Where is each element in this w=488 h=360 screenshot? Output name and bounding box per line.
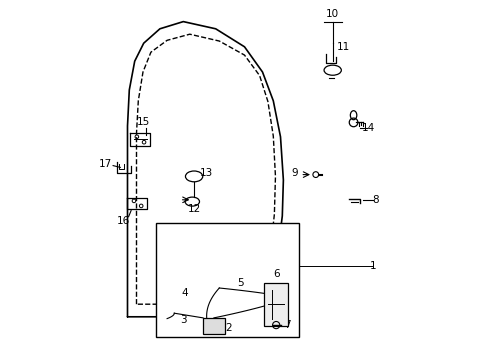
Text: 17: 17 <box>99 159 112 169</box>
Text: 15: 15 <box>137 117 150 127</box>
Text: 12: 12 <box>187 204 200 214</box>
Text: 14: 14 <box>361 123 375 133</box>
Text: 8: 8 <box>372 195 378 205</box>
Bar <box>264 283 287 326</box>
Text: 6: 6 <box>273 269 280 279</box>
Bar <box>156 223 298 337</box>
Text: 1: 1 <box>369 261 376 271</box>
Text: 2: 2 <box>224 323 231 333</box>
Text: 13: 13 <box>200 168 213 178</box>
Text: 10: 10 <box>325 9 339 19</box>
Text: 7: 7 <box>283 320 290 330</box>
Text: 4: 4 <box>182 288 188 298</box>
Bar <box>203 318 224 334</box>
Text: 11: 11 <box>336 42 349 52</box>
Text: 5: 5 <box>237 278 244 288</box>
Text: 3: 3 <box>180 315 186 325</box>
Text: 16: 16 <box>117 216 130 226</box>
Text: 9: 9 <box>291 168 298 178</box>
